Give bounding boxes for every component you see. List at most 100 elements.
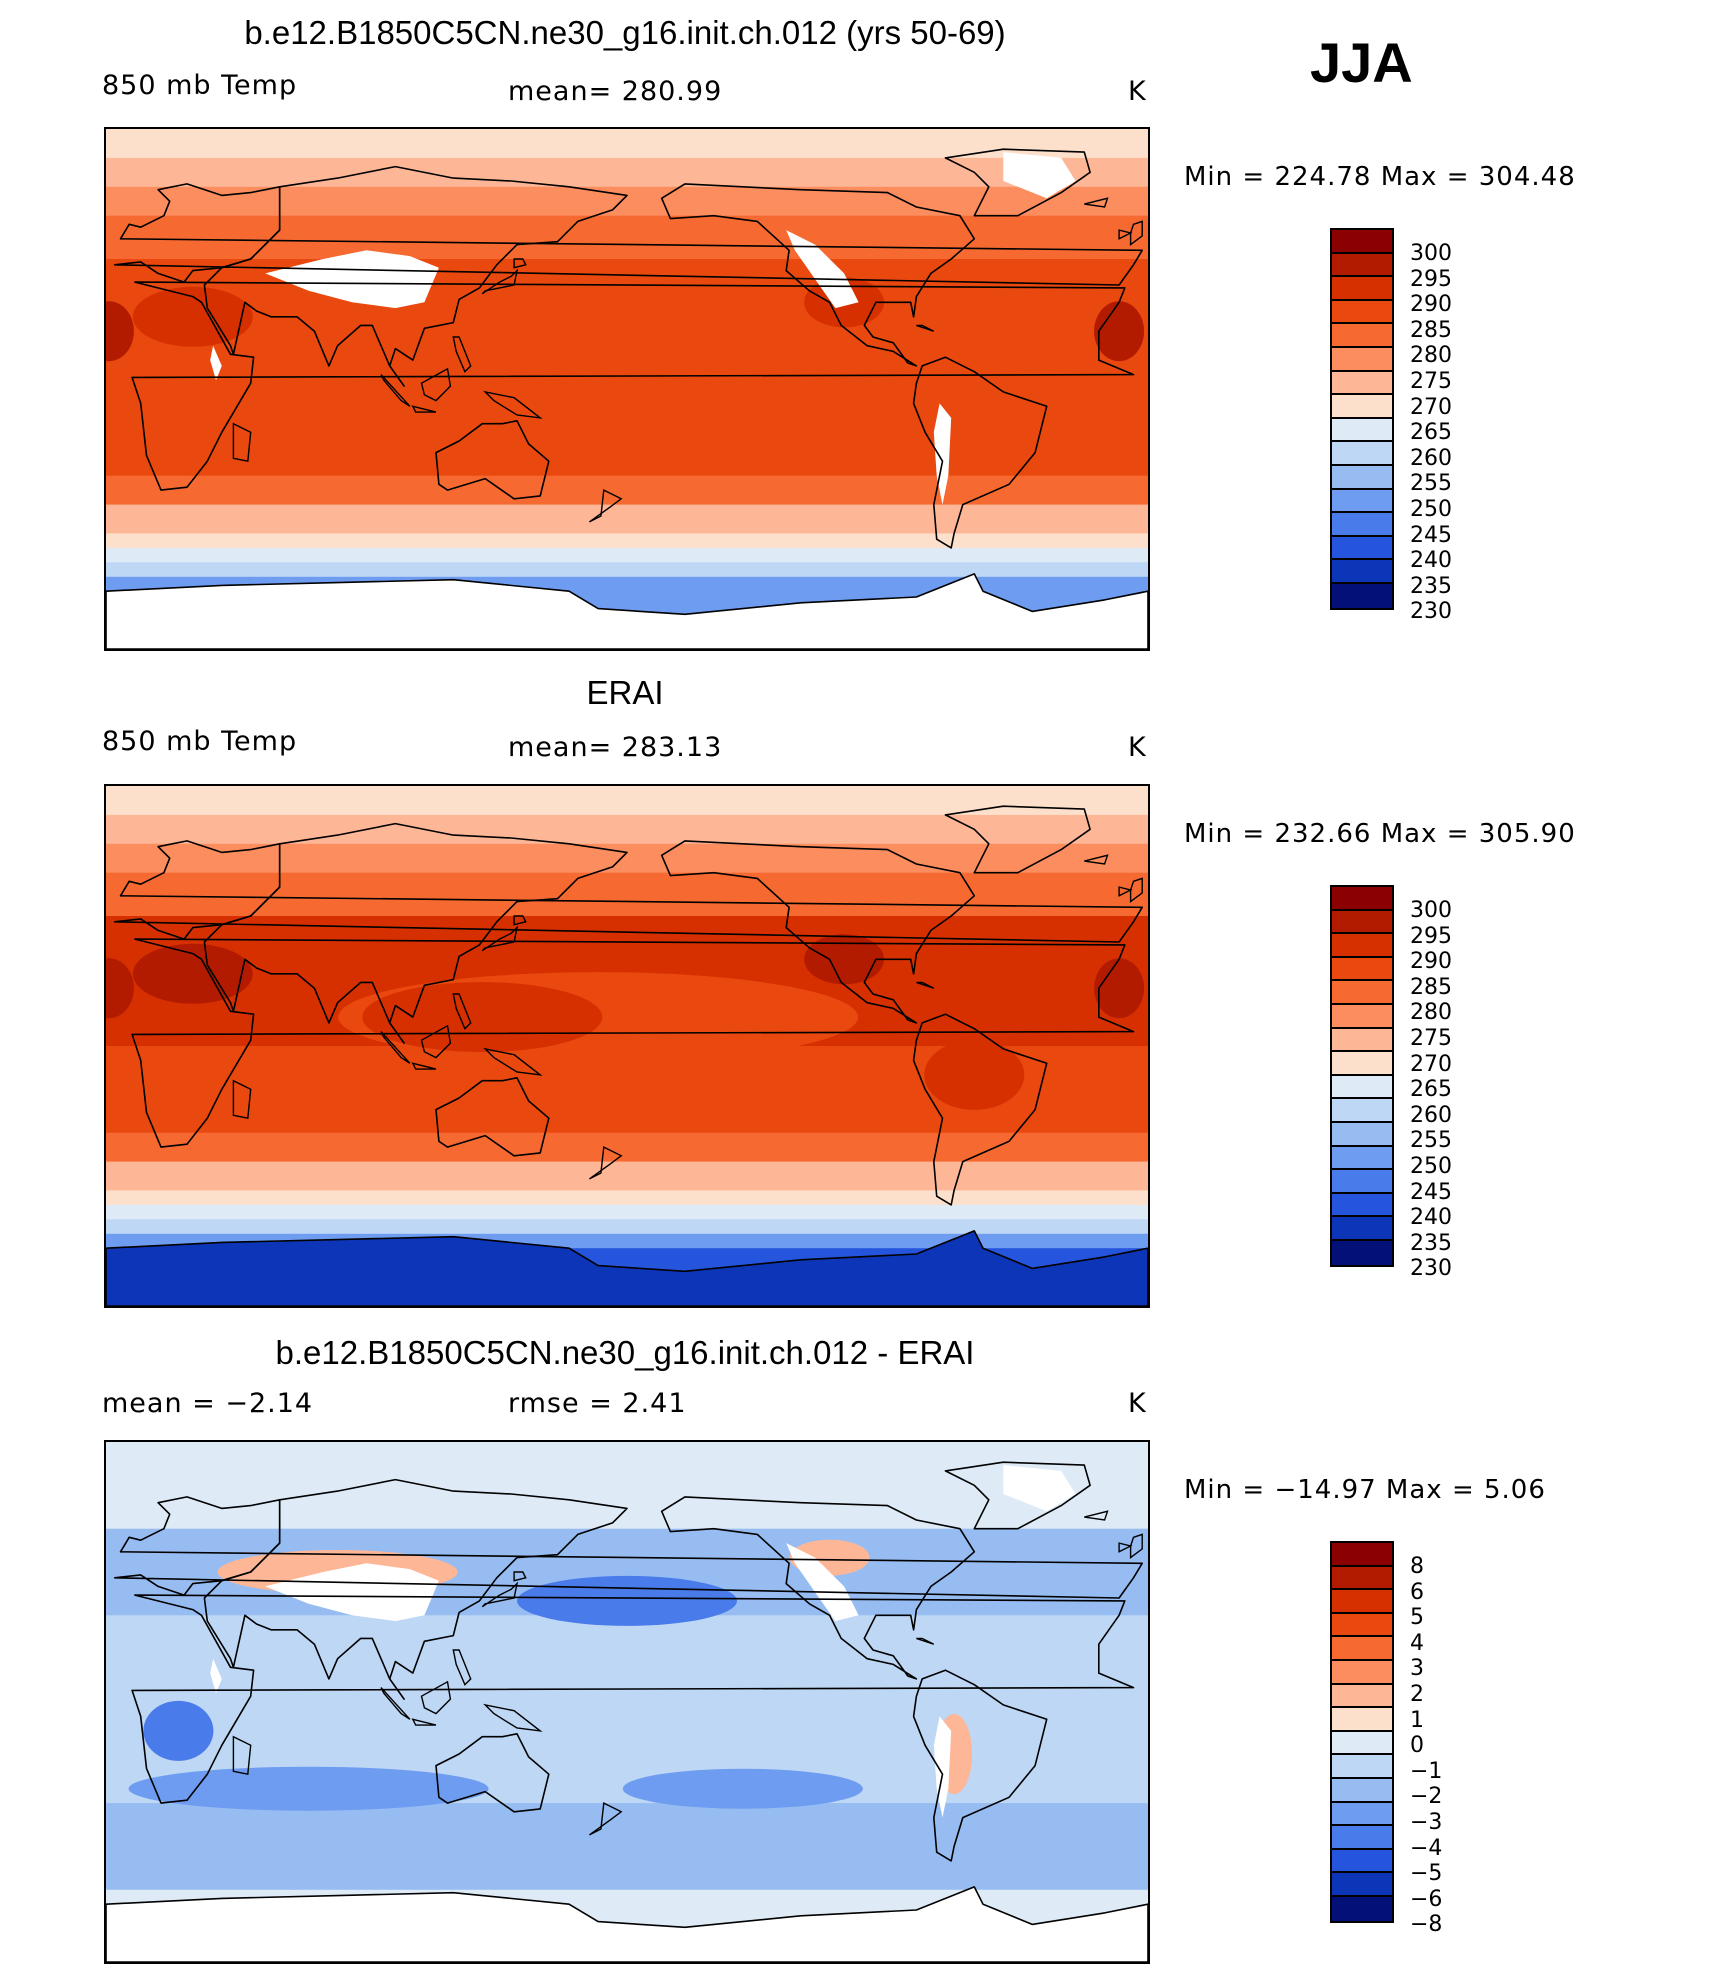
island-coastline	[380, 1687, 411, 1720]
field-band	[106, 490, 1148, 505]
missing-data-area	[210, 345, 222, 381]
panel-1-title: b.e12.B1850C5CN.ne30_g16.init.ch.012 (yr…	[244, 14, 1006, 51]
colorbar-swatch	[1332, 934, 1392, 958]
field-band	[106, 872, 1148, 888]
colorbar-label: 6	[1410, 1579, 1424, 1605]
colorbar-label: −3	[1410, 1809, 1443, 1835]
colorbar-swatch	[1332, 1684, 1392, 1709]
island-coastline	[483, 1703, 543, 1732]
island-coastline	[1084, 1510, 1109, 1521]
colorbar-swatch	[1332, 1193, 1392, 1218]
north-america-coastline	[660, 183, 976, 367]
panel-2-variable-label: 850 mb Temp	[102, 726, 298, 757]
panel-3-units-label: K	[1128, 1388, 1147, 1419]
field-band	[106, 547, 1148, 563]
field-blob	[143, 1700, 214, 1761]
field-band	[106, 1730, 1148, 1746]
field-band	[106, 1456, 1148, 1472]
missing-data-area	[265, 250, 439, 309]
asia-coastline	[203, 1478, 628, 1700]
island-coastline	[513, 258, 527, 269]
panel-2-colorbar-labels: 300 295 290 285 280 275 270 265 260 255 250 245 240 2…	[1410, 898, 1452, 1282]
field-blob	[106, 958, 134, 1019]
africa-coastline	[131, 1594, 1135, 1804]
field-band	[106, 858, 1148, 874]
colorbar-label: 255	[1410, 1128, 1452, 1154]
island-coastline	[452, 1649, 472, 1686]
asia-coastline	[203, 822, 628, 1044]
island-coastline	[1118, 229, 1133, 240]
field-blob	[924, 1039, 1025, 1110]
colorbar-swatch	[1332, 1708, 1392, 1732]
field-band	[106, 1514, 1148, 1530]
colorbar-swatch	[1332, 1613, 1392, 1638]
colorbar-label: 295	[1410, 923, 1452, 949]
missing-data-area	[1003, 1465, 1076, 1512]
colorbar-swatch	[1332, 1217, 1392, 1241]
island-coastline	[588, 1802, 623, 1836]
colorbar-swatch	[1332, 253, 1392, 278]
colorbar-swatch	[1332, 981, 1392, 1005]
island-coastline	[232, 422, 252, 463]
south-america-coastline	[912, 1669, 1048, 1862]
island-coastline	[481, 925, 519, 952]
field-band	[106, 403, 1148, 419]
colorbar-swatch	[1332, 1826, 1392, 1850]
field-band	[106, 1716, 1148, 1732]
colorbar-swatch	[1332, 1543, 1392, 1567]
colorbar-swatch	[1332, 583, 1392, 608]
panel-2-title: ERAI	[586, 674, 664, 711]
field-band	[106, 215, 1148, 231]
field-band	[106, 1875, 1148, 1891]
colorbar-label: 4	[1410, 1630, 1424, 1656]
colorbar-label: 3	[1410, 1656, 1424, 1682]
island-coastline	[481, 268, 519, 295]
field-band	[106, 1658, 1148, 1674]
colorbar-label: 285	[1410, 317, 1452, 343]
europe-coastline	[113, 1496, 1143, 1599]
colorbar-label: 275	[1410, 368, 1452, 394]
colorbar-swatch	[1332, 1849, 1392, 1874]
panel-1-colorbar	[1330, 228, 1394, 610]
colorbar-swatch	[1332, 442, 1392, 466]
missing-data-area	[265, 1563, 439, 1622]
island-coastline	[452, 993, 472, 1030]
colorbar-swatch	[1332, 1731, 1392, 1756]
field-band	[106, 1132, 1148, 1148]
field-band	[106, 959, 1148, 975]
island-coastline	[916, 981, 935, 989]
field-band	[106, 1147, 1148, 1162]
colorbar-label: 290	[1410, 292, 1452, 318]
field-band	[106, 504, 1148, 520]
panel-1-colorbar-labels: 300 295 290 285 280 275 270 265 260 255 250 245 240 2…	[1410, 241, 1452, 625]
field-band	[106, 259, 1148, 274]
colorbar-label: 230	[1410, 599, 1452, 625]
colorbar-label: −4	[1410, 1835, 1443, 1861]
island-coastline	[411, 1718, 437, 1726]
colorbar-label: 8	[1410, 1554, 1424, 1579]
asia-coastline	[203, 165, 628, 387]
island-coastline	[232, 1735, 252, 1776]
colorbar-swatch	[1332, 560, 1392, 584]
island-coastline	[1129, 1533, 1143, 1559]
colorbar-swatch	[1332, 887, 1392, 911]
island-coastline	[380, 1031, 411, 1064]
island-coastline	[1129, 220, 1143, 246]
panel-1-mean-label: mean= 280.99	[508, 76, 723, 107]
panel-2-map	[104, 784, 1150, 1308]
field-band	[106, 1470, 1148, 1486]
field-band	[106, 1673, 1148, 1688]
field-blob	[804, 934, 885, 985]
colorbar-swatch	[1332, 513, 1392, 537]
island-coastline	[1118, 886, 1133, 897]
island-coastline	[380, 374, 411, 407]
island-coastline	[481, 1581, 519, 1608]
antarctica-fill	[106, 573, 1148, 649]
europe-coastline	[113, 183, 1143, 286]
colorbar-label: 260	[1410, 1102, 1452, 1128]
colorbar-label: 270	[1410, 394, 1452, 420]
field-band	[106, 129, 1148, 144]
panel-3-map	[104, 1440, 1150, 1964]
colorbar-label: 280	[1410, 1000, 1452, 1026]
colorbar-swatch	[1332, 1660, 1392, 1685]
